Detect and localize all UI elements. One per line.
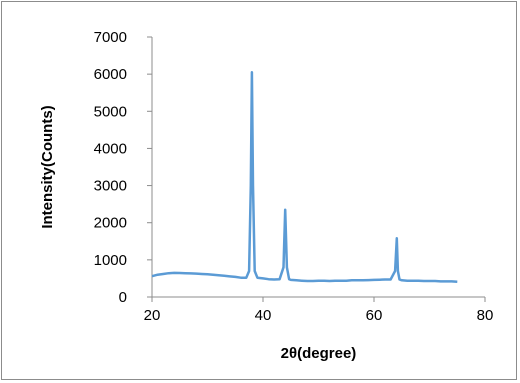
y-tick-label: 3000 xyxy=(94,178,127,195)
y-tick-label: 6000 xyxy=(94,66,127,83)
y-axis-title: Intensity(Counts) xyxy=(39,105,56,228)
y-tick-label: 2000 xyxy=(94,215,127,232)
x-tick-label: 40 xyxy=(255,307,272,324)
y-tick-label: 4000 xyxy=(94,140,127,157)
series-line xyxy=(151,71,458,284)
x-tick-label: 80 xyxy=(477,307,494,324)
y-tick-label: 0 xyxy=(119,289,127,306)
y-tick-label: 5000 xyxy=(94,103,127,120)
x-axis-title: 2θ(degree) xyxy=(281,345,357,362)
y-tick-label: 1000 xyxy=(94,252,127,269)
y-tick-label: 7000 xyxy=(94,29,127,46)
x-tick-label: 20 xyxy=(144,307,161,324)
x-tick-label: 60 xyxy=(366,307,383,324)
